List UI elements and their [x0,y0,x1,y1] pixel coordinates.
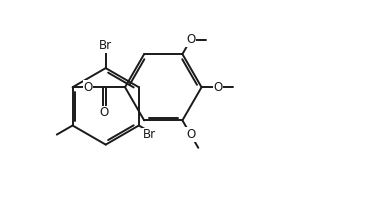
Text: O: O [83,81,92,94]
Text: O: O [213,81,222,94]
Text: O: O [186,33,195,46]
Text: O: O [186,128,195,141]
Text: O: O [100,106,109,119]
Text: Br: Br [143,128,156,141]
Text: Br: Br [99,39,112,52]
